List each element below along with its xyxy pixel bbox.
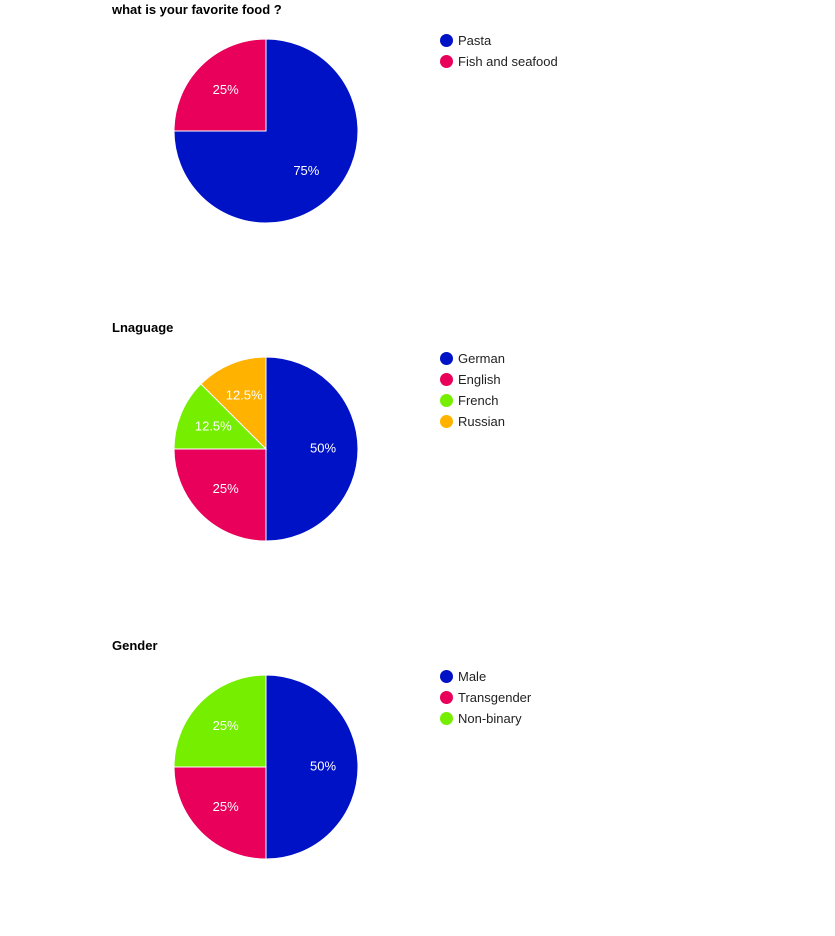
pie-slice-transgender[interactable] xyxy=(173,766,267,860)
pie-slice-non-binary[interactable] xyxy=(173,674,267,768)
legend: Pasta Fish and seafood xyxy=(440,30,558,72)
pie-chart: 50% 25% 12.5% 12.5% xyxy=(173,356,359,542)
legend-label: Non-binary xyxy=(458,711,522,726)
legend-swatch-icon xyxy=(440,373,453,386)
pie-chart: 50% 25% 25% xyxy=(173,674,359,860)
slice-value-label: 50% xyxy=(310,440,336,455)
legend-label: English xyxy=(458,372,501,387)
chart-title: what is your favorite food ? xyxy=(112,2,282,17)
legend-item[interactable]: Non-binary xyxy=(440,708,531,729)
legend-swatch-icon xyxy=(440,415,453,428)
pie-slice-russian[interactable] xyxy=(200,356,267,451)
legend-label: Pasta xyxy=(458,33,492,48)
legend-item[interactable]: English xyxy=(440,369,505,390)
slice-value-label: 50% xyxy=(310,758,336,773)
chart-gender: Gender 50% 25% 25% Male Transgender Non-bi… xyxy=(0,636,835,936)
chart-favorite-food: what is your favorite food ? 75% 25% Past… xyxy=(0,0,835,300)
legend-item[interactable]: French xyxy=(440,390,505,411)
legend-swatch-icon xyxy=(440,55,453,68)
legend-item[interactable]: Fish and seafood xyxy=(440,51,558,72)
slice-value-label: 25% xyxy=(213,481,239,496)
legend-swatch-icon xyxy=(440,670,453,683)
legend-swatch-icon xyxy=(440,34,453,47)
slice-value-label: 25% xyxy=(213,799,239,814)
legend: German English French Russian xyxy=(440,348,505,432)
legend-swatch-icon xyxy=(440,712,453,725)
pie-slice-fish-and-seafood[interactable] xyxy=(173,38,267,132)
legend-item[interactable]: Russian xyxy=(440,411,505,432)
slice-value-label: 12.5% xyxy=(195,419,232,434)
chart-title: Lnaguage xyxy=(112,320,174,335)
pie-slice-german[interactable] xyxy=(265,356,359,542)
slice-value-label: 25% xyxy=(213,82,239,97)
legend-label: French xyxy=(458,393,499,408)
slice-value-label: 25% xyxy=(213,718,239,733)
legend-label: Transgender xyxy=(458,690,532,705)
legend-swatch-icon xyxy=(440,691,453,704)
legend-item[interactable]: Male xyxy=(440,666,531,687)
pie-slice-french[interactable] xyxy=(173,383,268,450)
legend-swatch-icon xyxy=(440,352,453,365)
legend-label: Fish and seafood xyxy=(458,54,558,69)
legend-item[interactable]: Transgender xyxy=(440,687,531,708)
slice-value-label: 75% xyxy=(293,163,319,178)
legend: Male Transgender Non-binary xyxy=(440,666,531,729)
legend-label: Male xyxy=(458,669,487,684)
legend-label: German xyxy=(458,351,505,366)
pie-slice-male[interactable] xyxy=(265,674,359,860)
legend-item[interactable]: German xyxy=(440,348,505,369)
pie-chart: 75% 25% xyxy=(173,38,359,224)
legend-item[interactable]: Pasta xyxy=(440,30,558,51)
legend-label: Russian xyxy=(458,414,505,429)
slice-value-label: 12.5% xyxy=(226,388,263,403)
pie-slice-english[interactable] xyxy=(173,448,267,542)
chart-title: Gender xyxy=(112,638,158,653)
pie-slice-pasta[interactable] xyxy=(173,38,359,224)
legend-swatch-icon xyxy=(440,394,453,407)
chart-language: Lnaguage 50% 25% 12.5% 12.5% German English… xyxy=(0,318,835,618)
